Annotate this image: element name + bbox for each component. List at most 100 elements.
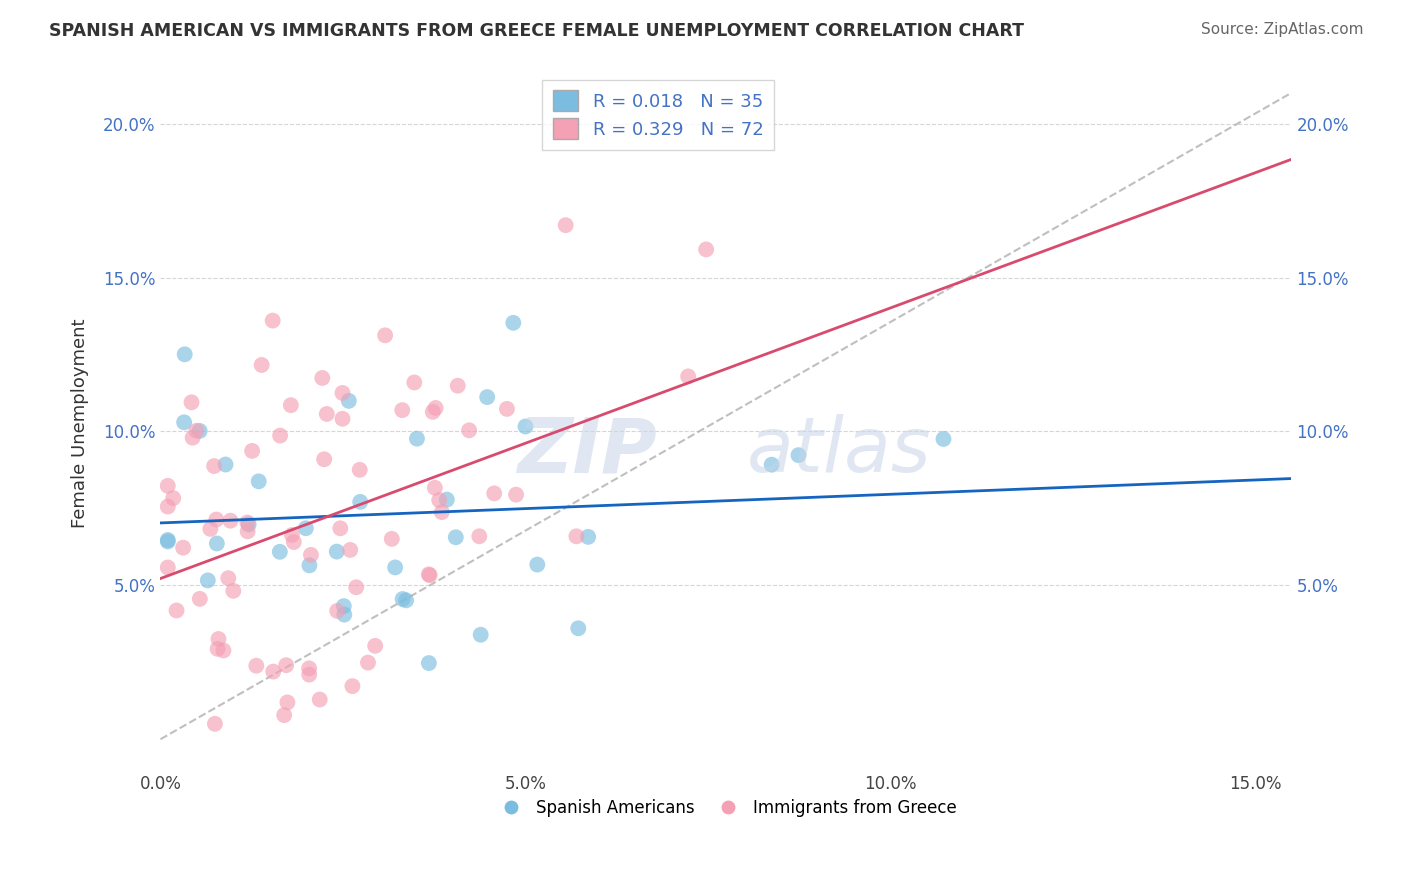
Point bbox=[200, 522, 222, 536]
Text: ZIP: ZIP bbox=[519, 415, 658, 489]
Point bbox=[502, 316, 524, 330]
Point bbox=[384, 560, 406, 574]
Point bbox=[173, 347, 195, 361]
Point bbox=[217, 571, 239, 585]
Text: Source: ZipAtlas.com: Source: ZipAtlas.com bbox=[1201, 22, 1364, 37]
Point bbox=[207, 632, 229, 646]
Point bbox=[418, 656, 440, 670]
Point bbox=[395, 593, 418, 607]
Point bbox=[565, 529, 588, 543]
Point bbox=[326, 544, 349, 558]
Point bbox=[468, 529, 491, 543]
Point bbox=[156, 534, 179, 549]
Point bbox=[695, 243, 717, 257]
Point bbox=[477, 390, 499, 404]
Point bbox=[932, 432, 955, 446]
Point bbox=[404, 376, 426, 390]
Point bbox=[276, 658, 298, 673]
Point bbox=[436, 492, 458, 507]
Point bbox=[444, 530, 467, 544]
Point bbox=[430, 505, 453, 519]
Point bbox=[212, 643, 235, 657]
Point bbox=[172, 541, 194, 555]
Point bbox=[276, 695, 298, 709]
Point bbox=[458, 423, 481, 437]
Point bbox=[245, 658, 267, 673]
Point bbox=[423, 481, 446, 495]
Point bbox=[197, 574, 219, 588]
Point bbox=[219, 514, 242, 528]
Point bbox=[333, 599, 356, 613]
Point bbox=[269, 545, 291, 559]
Point bbox=[181, 431, 204, 445]
Point bbox=[329, 521, 352, 535]
Point bbox=[554, 218, 576, 232]
Point bbox=[281, 528, 304, 542]
Point bbox=[262, 665, 284, 679]
Point bbox=[391, 592, 413, 607]
Point bbox=[204, 716, 226, 731]
Point bbox=[787, 448, 810, 462]
Point bbox=[337, 393, 360, 408]
Point bbox=[357, 656, 380, 670]
Point bbox=[166, 603, 188, 617]
Point bbox=[349, 495, 371, 509]
Point bbox=[299, 548, 322, 562]
Text: SPANISH AMERICAN VS IMMIGRANTS FROM GREECE FEMALE UNEMPLOYMENT CORRELATION CHART: SPANISH AMERICAN VS IMMIGRANTS FROM GREE… bbox=[49, 22, 1024, 40]
Point bbox=[482, 486, 505, 500]
Text: atlas: atlas bbox=[747, 415, 931, 489]
Point bbox=[238, 517, 260, 532]
Point bbox=[374, 328, 396, 343]
Point bbox=[298, 667, 321, 681]
Point bbox=[406, 432, 429, 446]
Point bbox=[236, 516, 259, 530]
Point bbox=[269, 428, 291, 442]
Point bbox=[349, 463, 371, 477]
Point bbox=[188, 591, 211, 606]
Point bbox=[250, 358, 273, 372]
Point bbox=[314, 452, 336, 467]
Point bbox=[262, 313, 284, 327]
Point bbox=[391, 403, 413, 417]
Point bbox=[576, 530, 599, 544]
Point bbox=[205, 536, 228, 550]
Point bbox=[418, 567, 440, 582]
Point bbox=[425, 401, 447, 415]
Point bbox=[344, 580, 367, 594]
Legend: Spanish Americans, Immigrants from Greece: Spanish Americans, Immigrants from Greec… bbox=[488, 793, 965, 824]
Point bbox=[526, 558, 548, 572]
Point bbox=[332, 411, 354, 425]
Point bbox=[273, 708, 295, 723]
Point bbox=[156, 560, 179, 574]
Point bbox=[295, 521, 318, 535]
Point bbox=[222, 583, 245, 598]
Point bbox=[202, 458, 225, 473]
Point bbox=[308, 692, 330, 706]
Point bbox=[505, 488, 527, 502]
Point bbox=[470, 628, 492, 642]
Point bbox=[447, 378, 470, 392]
Point bbox=[207, 641, 229, 656]
Point bbox=[240, 444, 263, 458]
Point bbox=[188, 424, 211, 438]
Point bbox=[214, 458, 236, 472]
Point bbox=[315, 407, 337, 421]
Point bbox=[298, 661, 321, 675]
Point bbox=[247, 475, 270, 489]
Point bbox=[422, 405, 444, 419]
Point bbox=[173, 415, 195, 429]
Point bbox=[205, 512, 228, 526]
Point bbox=[761, 458, 783, 472]
Point bbox=[496, 401, 519, 416]
Point bbox=[339, 543, 361, 558]
Point bbox=[515, 419, 537, 434]
Point bbox=[236, 524, 259, 539]
Point bbox=[567, 621, 589, 635]
Point bbox=[427, 493, 450, 508]
Point bbox=[676, 369, 699, 384]
Point bbox=[326, 604, 349, 618]
Point bbox=[381, 532, 404, 546]
Point bbox=[180, 395, 202, 409]
Point bbox=[333, 607, 356, 622]
Y-axis label: Female Unemployment: Female Unemployment bbox=[72, 319, 89, 528]
